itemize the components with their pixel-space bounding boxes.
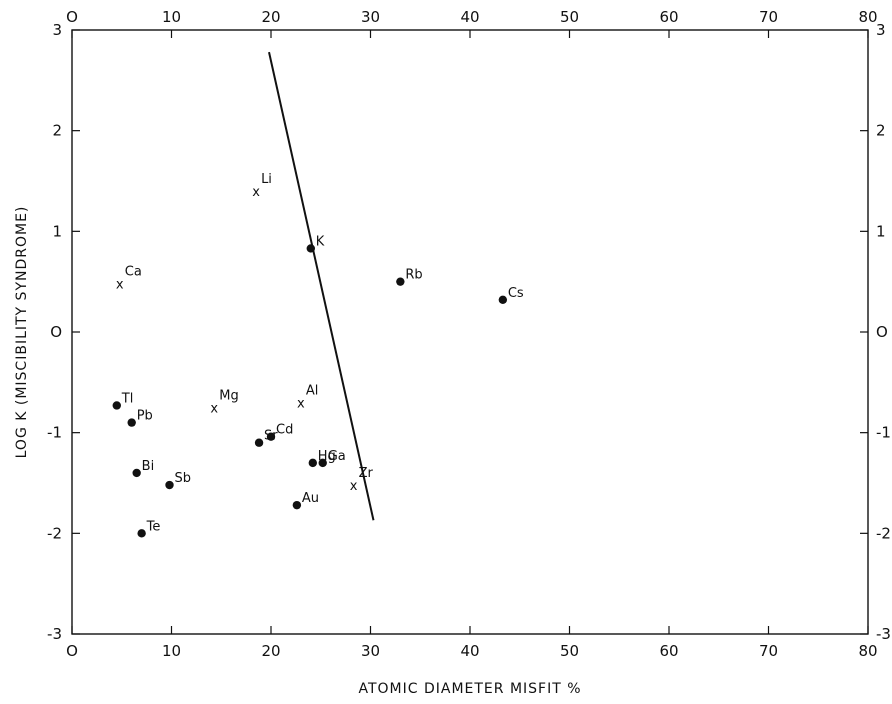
y-tick-label-right: 1 xyxy=(876,222,886,240)
y-tick-label-left: 3 xyxy=(52,21,62,39)
x-tick-label-top: 70 xyxy=(759,8,778,26)
data-point-ga xyxy=(318,458,327,468)
point-label-al: Al xyxy=(306,383,319,398)
y-tick-label-right: O xyxy=(876,323,888,341)
point-label-te: Te xyxy=(146,519,161,534)
x-tick-label-bottom: 40 xyxy=(460,642,479,660)
point-label-cs: Cs xyxy=(508,286,524,301)
x-tick-label-top: 30 xyxy=(361,8,380,26)
point-label-ca: Ca xyxy=(125,265,142,280)
point-label-mg: Mg xyxy=(219,389,238,404)
x-marker-ca: x xyxy=(116,278,124,293)
x-tick-label-top: 10 xyxy=(162,8,181,26)
data-point-cs xyxy=(498,295,508,304)
data-point-au xyxy=(292,500,302,510)
y-tick-label-right: -3 xyxy=(876,625,891,643)
point-label-tl: Tl xyxy=(121,391,134,406)
x-marker-al: x xyxy=(297,396,305,411)
x-tick-label-bottom: 30 xyxy=(361,642,380,660)
data-point-sr xyxy=(254,438,264,447)
data-points: TlPbBiSbTeSrCdHgGaAuKRbCsxLixCaxMgxAlxZr xyxy=(112,172,524,538)
point-label-bi: Bi xyxy=(142,459,155,474)
x-marker-zr: x xyxy=(350,479,358,494)
x-tick-label-bottom: 50 xyxy=(560,642,579,660)
data-point-hg xyxy=(308,458,317,468)
y-tick-label-right: -2 xyxy=(876,524,891,542)
x-tick-label-top: 80 xyxy=(858,8,877,26)
point-label-au: Au xyxy=(302,491,319,506)
y-tick-label-left: -3 xyxy=(47,625,62,643)
data-point-rb xyxy=(396,277,405,286)
point-label-ga: Ga xyxy=(328,449,346,464)
point-label-rb: Rb xyxy=(405,268,422,283)
data-point-bi xyxy=(132,468,141,478)
data-point-sb xyxy=(165,480,174,490)
point-label-li: Li xyxy=(261,172,272,187)
point-label-k: K xyxy=(316,234,325,249)
x-tick-label-bottom: 80 xyxy=(858,642,877,660)
x-axis-label: ATOMIC DIAMETER MISFIT % xyxy=(358,681,581,697)
point-label-zr: Zr xyxy=(359,466,374,481)
y-tick-label-right: 2 xyxy=(876,122,886,140)
x-marker-mg: x xyxy=(210,402,218,417)
y-axis-label: LOG K (MISCIBILITY SYNDROME) xyxy=(14,206,30,459)
x-tick-label-bottom: 20 xyxy=(261,642,280,660)
point-label-cd: Cd xyxy=(276,423,293,438)
data-point-tl xyxy=(112,401,121,410)
data-point-cd xyxy=(266,432,276,441)
data-point-te xyxy=(137,529,146,538)
boundary-line xyxy=(268,51,375,521)
data-point-pb xyxy=(127,418,136,427)
y-tick-label-left: 2 xyxy=(52,122,62,140)
x-tick-label-bottom: 10 xyxy=(162,642,181,660)
x-tick-label-bottom: 60 xyxy=(659,642,678,660)
x-tick-label-top: 40 xyxy=(460,8,479,26)
x-tick-label-top: O xyxy=(66,8,78,26)
point-label-pb: Pb xyxy=(137,409,153,424)
point-label-sb: Sb xyxy=(175,471,192,486)
boundary-line-group xyxy=(268,51,375,521)
y-tick-label-left: -1 xyxy=(47,424,62,442)
x-tick-label-top: 50 xyxy=(560,8,579,26)
y-tick-label-left: -2 xyxy=(47,524,62,542)
x-tick-label-bottom: O xyxy=(66,642,78,660)
y-tick-label-left: 1 xyxy=(52,222,62,240)
y-tick-label-right: -1 xyxy=(876,424,891,442)
x-marker-li: x xyxy=(252,185,260,200)
x-tick-label-top: 60 xyxy=(659,8,678,26)
plot-frame xyxy=(71,29,869,635)
y-tick-label-left: O xyxy=(50,323,62,341)
x-tick-label-top: 20 xyxy=(261,8,280,26)
x-tick-label-bottom: 70 xyxy=(759,642,778,660)
y-tick-label-right: 3 xyxy=(876,21,886,39)
data-point-k xyxy=(306,244,315,253)
axis-ticks xyxy=(71,29,869,635)
